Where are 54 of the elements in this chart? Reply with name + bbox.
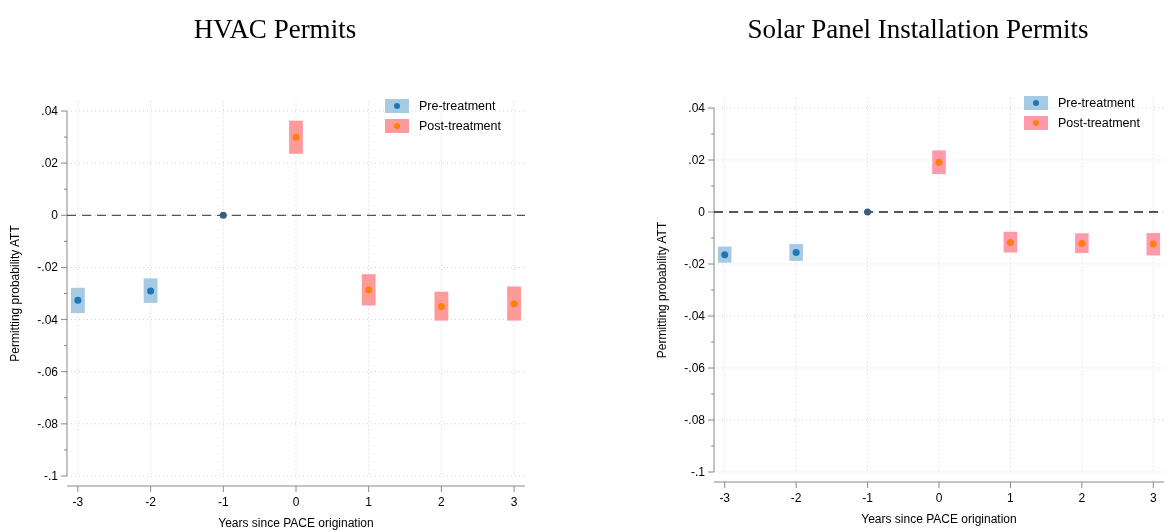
- x-tick-label: 3: [510, 495, 518, 509]
- x-axis-title: Years since PACE origination: [861, 512, 1017, 526]
- x-tick-label: -1: [217, 495, 229, 509]
- point: [1149, 240, 1157, 248]
- legend-label: Pre-treatment: [1058, 96, 1135, 110]
- x-tick-label: 1: [1007, 491, 1015, 505]
- point: [510, 300, 518, 308]
- y-tick-label: 0: [698, 205, 706, 219]
- legend-label: Pre-treatment: [419, 99, 496, 113]
- point: [864, 208, 872, 216]
- y-tick-label: -.06: [37, 364, 59, 379]
- point: [721, 251, 729, 259]
- y-tick-label: .02: [688, 153, 706, 167]
- x-tick-label: 3: [1149, 491, 1157, 505]
- x-tick-label: 0: [292, 495, 300, 509]
- y-tick-label: -.1: [690, 465, 706, 479]
- x-tick-label: -1: [862, 491, 874, 505]
- x-tick-label: -2: [790, 491, 802, 505]
- y-axis-title: Permitting probability ATT: [655, 221, 669, 359]
- x-tick-label: -3: [72, 495, 84, 509]
- point: [292, 133, 300, 141]
- y-tick-label: 0: [51, 208, 59, 223]
- x-tick-label: -3: [719, 491, 731, 505]
- x-tick-label: 2: [1078, 491, 1086, 505]
- chart-title: HVAC Permits: [193, 14, 357, 44]
- x-axis-title: Years since PACE origination: [218, 516, 374, 530]
- y-tick-label: -.02: [37, 260, 59, 275]
- legend-label: Post-treatment: [419, 119, 502, 133]
- y-tick-label: .02: [41, 156, 59, 171]
- point: [219, 211, 227, 219]
- point: [74, 296, 82, 304]
- legend-label: Post-treatment: [1058, 116, 1141, 130]
- point: [365, 286, 373, 294]
- point: [1006, 238, 1014, 246]
- y-axis-title: Permitting probability ATT: [8, 224, 22, 362]
- y-tick-label: .04: [41, 104, 59, 118]
- point: [437, 303, 445, 311]
- chart-title: Solar Panel Installation Permits: [747, 14, 1089, 44]
- y-tick-label: -.08: [37, 416, 59, 431]
- x-tick-label: -2: [145, 495, 157, 509]
- point: [792, 249, 800, 257]
- y-tick-label: .04: [688, 101, 706, 115]
- y-tick-label: -.06: [684, 361, 706, 375]
- y-tick-label: -.08: [684, 413, 706, 427]
- y-tick-label: -.02: [684, 257, 706, 271]
- y-tick-label: -.1: [43, 469, 59, 483]
- x-tick-label: 0: [935, 491, 943, 505]
- point: [1078, 239, 1086, 247]
- y-tick-label: -.04: [684, 309, 706, 323]
- x-tick-label: 2: [438, 495, 446, 509]
- y-tick-label: -.04: [37, 312, 59, 327]
- x-tick-label: 1: [365, 495, 373, 509]
- point: [147, 287, 155, 295]
- point: [935, 158, 943, 166]
